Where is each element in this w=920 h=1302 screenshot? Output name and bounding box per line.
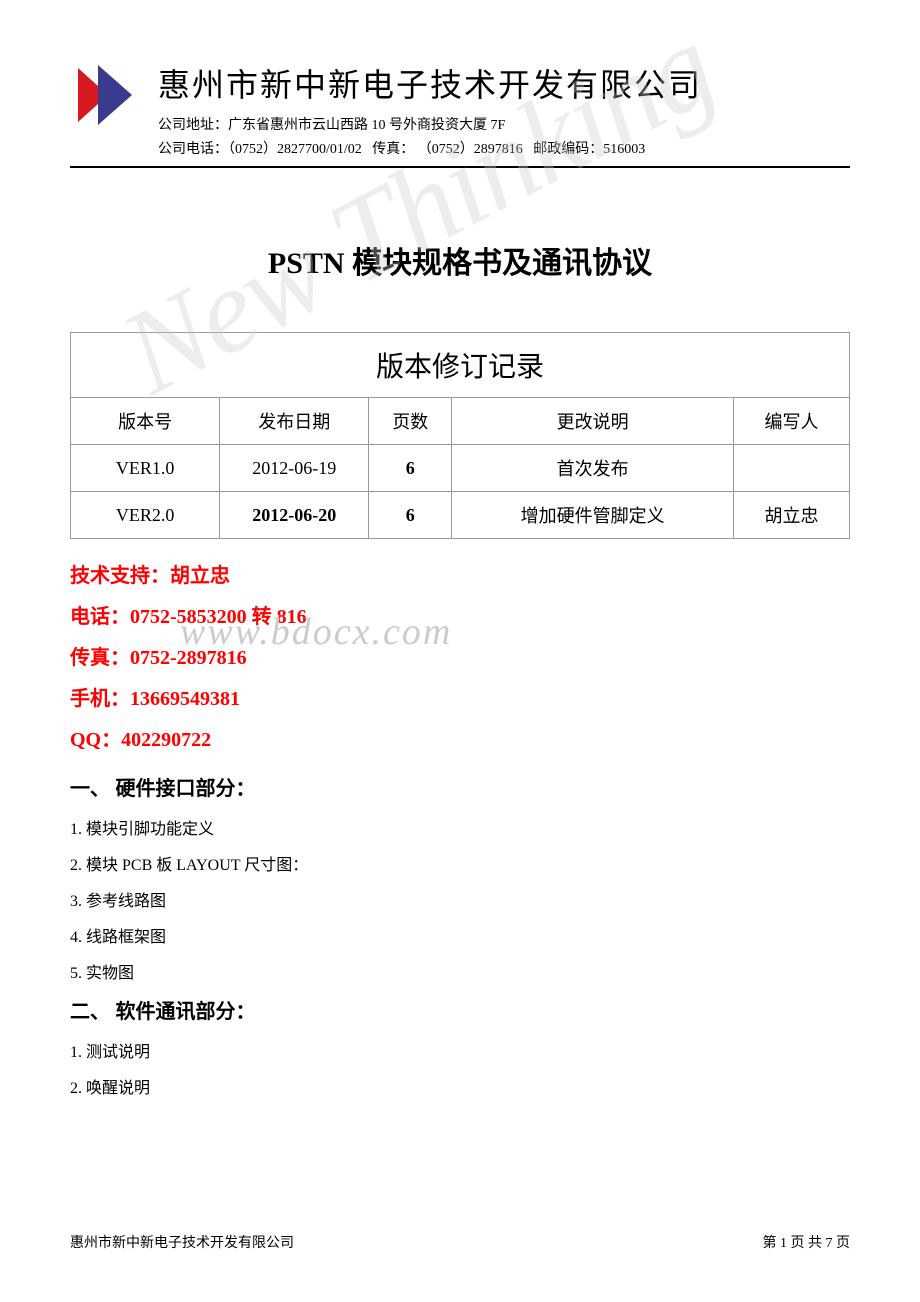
- col-version: 版本号: [71, 398, 220, 445]
- address-label: 公司地址：: [158, 118, 228, 133]
- col-pages: 页数: [369, 398, 452, 445]
- footer-company: 惠州市新中新电子技术开发有限公司: [70, 1232, 294, 1252]
- col-author: 编写人: [733, 398, 849, 445]
- cell-desc: 增加硬件管脚定义: [452, 492, 734, 539]
- toc-item: 2. 唤醒说明: [70, 1074, 850, 1098]
- toc-item: 3. 参考线路图: [70, 887, 850, 911]
- revision-table: 版本修订记录 版本号 发布日期 页数 更改说明 编写人 VER1.0 2012-…: [70, 332, 850, 539]
- company-contact-line: 公司电话：（0752）2827700/01/02 传真： （0752）28978…: [158, 138, 850, 158]
- cell-desc: 首次发布: [452, 445, 734, 492]
- cell-pages: 6: [369, 445, 452, 492]
- postal-label: 邮政编码：: [533, 142, 603, 157]
- company-address-line: 公司地址：广东省惠州市云山西路 10 号外商投资大厦 7F: [158, 114, 850, 134]
- toc-item: 2. 模块 PCB 板 LAYOUT 尺寸图：: [70, 851, 850, 875]
- toc-item: 1. 模块引脚功能定义: [70, 815, 850, 839]
- revision-table-title: 版本修订记录: [71, 333, 850, 398]
- contact-support: 技术支持：胡立忠: [70, 559, 850, 588]
- postal-value: 516003: [603, 142, 645, 157]
- cell-version: VER2.0: [71, 492, 220, 539]
- cell-date: 2012-06-19: [220, 445, 369, 492]
- toc-item: 5. 实物图: [70, 959, 850, 983]
- phone-label: 公司电话：: [158, 142, 228, 157]
- header-text: 惠州市新中新电子技术开发有限公司 公司地址：广东省惠州市云山西路 10 号外商投…: [158, 60, 850, 158]
- document-header: 惠州市新中新电子技术开发有限公司 公司地址：广东省惠州市云山西路 10 号外商投…: [70, 60, 850, 168]
- contact-qq: QQ：402290722: [70, 723, 850, 752]
- fax-value: （0752）2897816: [418, 142, 523, 157]
- contact-fax: 传真：0752-2897816: [70, 641, 850, 670]
- cell-author: 胡立忠: [733, 492, 849, 539]
- footer-page: 第 1 页 共 7 页: [763, 1232, 851, 1252]
- contact-phone: 电话：0752-5853200 转 816: [70, 600, 850, 629]
- contact-block: 技术支持：胡立忠 电话：0752-5853200 转 816 传真：0752-2…: [70, 559, 850, 752]
- company-logo: [70, 60, 140, 130]
- cell-author: [733, 445, 849, 492]
- page-footer: 惠州市新中新电子技术开发有限公司 第 1 页 共 7 页: [70, 1232, 850, 1252]
- cell-pages: 6: [369, 492, 452, 539]
- document-title: PSTN 模块规格书及通讯协议: [70, 238, 850, 282]
- toc-item: 1. 测试说明: [70, 1038, 850, 1062]
- cell-version: VER1.0: [71, 445, 220, 492]
- address-value: 广东省惠州市云山西路 10 号外商投资大厦 7F: [228, 118, 505, 133]
- table-row: VER2.0 2012-06-20 6 增加硬件管脚定义 胡立忠: [71, 492, 850, 539]
- contact-mobile: 手机：13669549381: [70, 682, 850, 711]
- cell-date: 2012-06-20: [220, 492, 369, 539]
- toc-item: 4. 线路框架图: [70, 923, 850, 947]
- col-date: 发布日期: [220, 398, 369, 445]
- fax-label: 传真：: [372, 142, 414, 157]
- page: New Thinking www.bdocx.com 惠州市新中新电子技术开发有…: [0, 0, 920, 1302]
- col-desc: 更改说明: [452, 398, 734, 445]
- revision-header-row: 版本号 发布日期 页数 更改说明 编写人: [71, 398, 850, 445]
- table-row: VER1.0 2012-06-19 6 首次发布: [71, 445, 850, 492]
- phone-value: （0752）2827700/01/02: [228, 142, 362, 157]
- company-name: 惠州市新中新电子技术开发有限公司: [158, 60, 850, 106]
- section-sw-heading: 二、 软件通讯部分：: [70, 995, 850, 1024]
- section-hw-heading: 一、 硬件接口部分：: [70, 772, 850, 801]
